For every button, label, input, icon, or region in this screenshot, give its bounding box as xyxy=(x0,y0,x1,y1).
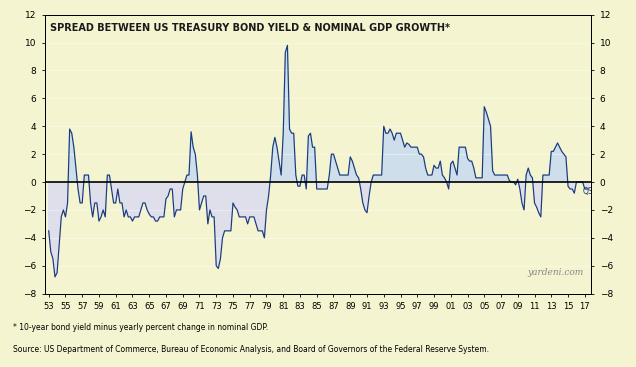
Text: yardeni.com: yardeni.com xyxy=(527,268,583,277)
Text: SPREAD BETWEEN US TREASURY BOND YIELD & NOMINAL GDP GROWTH*: SPREAD BETWEEN US TREASURY BOND YIELD & … xyxy=(50,23,450,33)
Text: * 10-year bond yield minus yearly percent change in nominal GDP.: * 10-year bond yield minus yearly percen… xyxy=(13,323,268,332)
Text: Source: US Department of Commerce, Bureau of Economic Analysis, and Board of Gov: Source: US Department of Commerce, Burea… xyxy=(13,345,488,354)
Text: Q3: Q3 xyxy=(583,187,593,196)
